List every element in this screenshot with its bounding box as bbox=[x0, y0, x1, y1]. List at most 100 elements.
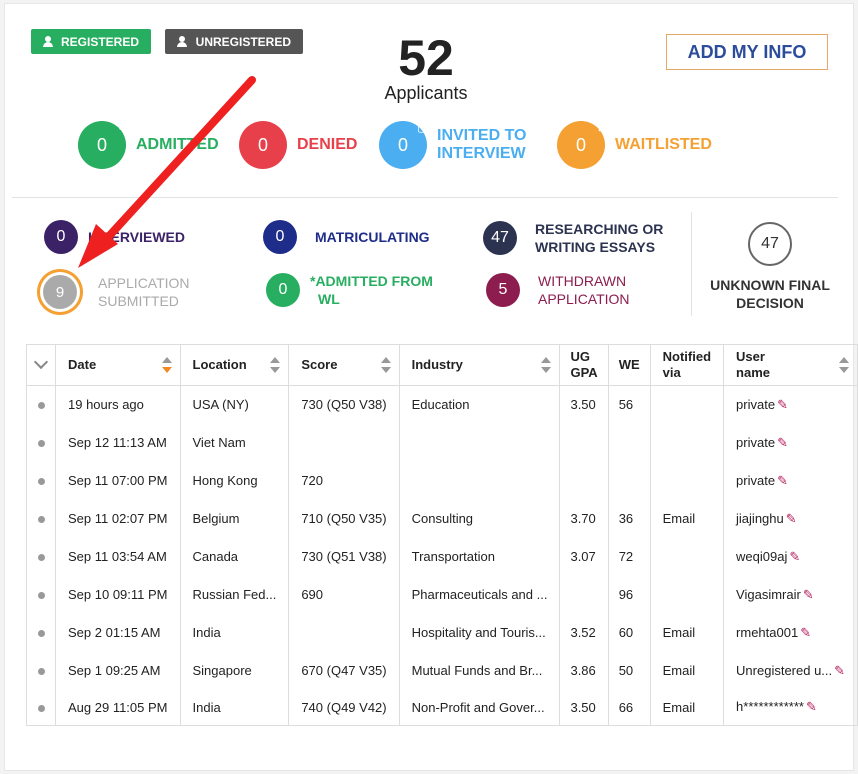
cell-text: Sep 11 03:54 AM bbox=[68, 549, 167, 564]
cell-text: USA (NY) bbox=[192, 397, 249, 413]
header-location[interactable]: Location bbox=[179, 344, 290, 386]
cell-industry: Pharmaceuticals and ... bbox=[398, 575, 561, 614]
table-row[interactable]: Sep 11 03:54 AM Canada 730 (Q51 V38) Transp… bbox=[26, 537, 858, 576]
cell-text: 96 bbox=[618, 587, 634, 602]
cell-text: Hong Kong bbox=[192, 473, 258, 488]
pencil-icon[interactable]: ✎ bbox=[777, 472, 788, 488]
cell-we: 56 bbox=[607, 385, 651, 424]
withdrawn-count: 5 bbox=[486, 273, 520, 307]
cell-text: 3.52 bbox=[570, 625, 596, 640]
cell-text: Hospitality and Touris... bbox=[411, 625, 546, 640]
cell-location: India bbox=[179, 613, 290, 652]
cell-score: 710 (Q50 V35) bbox=[288, 499, 400, 538]
table-row[interactable]: Sep 1 09:25 AM Singapore 670 (Q47 V35) Mutu… bbox=[26, 651, 858, 690]
table-row[interactable]: Sep 11 07:00 PM Hong Kong 720 private ✎ bbox=[26, 461, 858, 500]
status-matriculating[interactable]: 0 MATRICULATING bbox=[263, 220, 430, 254]
table-row[interactable]: Sep 10 09:11 PM Russian Fed... 690 Pharmace… bbox=[26, 575, 858, 614]
pencil-icon[interactable]: ✎ bbox=[789, 548, 801, 564]
vertical-divider bbox=[691, 212, 692, 316]
cell-notified: Email bbox=[649, 613, 725, 652]
sort-icon bbox=[270, 357, 281, 373]
cell-notified bbox=[649, 461, 725, 500]
status-researching[interactable]: 47 RESEARCHING OR WRITING ESSAYS bbox=[483, 220, 663, 256]
table-header-row: Date Location Score Industry UG GPA WE No… bbox=[26, 344, 858, 386]
status-waitlisted[interactable]: 0 ⧗ WAITLISTED bbox=[557, 119, 712, 169]
cell-user[interactable]: weqi09aj ✎ bbox=[723, 537, 858, 576]
pencil-icon[interactable]: ✎ bbox=[785, 510, 797, 526]
status-admitted-wl[interactable]: 0 *ADMITTED FROM WL bbox=[266, 272, 433, 308]
cell-notified bbox=[649, 423, 725, 462]
row-marker bbox=[26, 423, 56, 462]
add-my-info-button[interactable]: ADD MY INFO bbox=[666, 34, 828, 70]
cell-we: 36 bbox=[607, 499, 651, 538]
pencil-icon[interactable]: ✎ bbox=[800, 624, 812, 640]
cell-text: Education bbox=[411, 397, 470, 413]
table-row[interactable]: Sep 2 01:15 AM India Hospitality and Touri… bbox=[26, 613, 858, 652]
cell-user[interactable]: h************ ✎ bbox=[723, 689, 858, 726]
cell-notified bbox=[649, 385, 725, 424]
cell-text: private bbox=[736, 434, 776, 450]
table-row[interactable]: Aug 29 11:05 PM India 740 (Q49 V42) Non-Pro… bbox=[26, 689, 858, 726]
cell-notified: Email bbox=[649, 689, 725, 726]
cell-gpa bbox=[559, 575, 609, 614]
cell-gpa: 3.07 bbox=[559, 537, 609, 576]
sort-icon bbox=[541, 357, 552, 373]
status-invited[interactable]: 0 ▢ INVITED TO INTERVIEW bbox=[379, 119, 527, 169]
header-notified[interactable]: Notified via bbox=[649, 344, 725, 386]
status-admitted[interactable]: 0 ✓ ADMITTED bbox=[78, 119, 219, 169]
cell-text: 60 bbox=[618, 625, 634, 640]
cell-user[interactable]: rmehta001 ✎ bbox=[723, 613, 858, 652]
pencil-icon[interactable]: ✎ bbox=[802, 586, 814, 602]
cell-we: 72 bbox=[607, 537, 651, 576]
table-row[interactable]: Sep 12 11:13 AM Viet Nam private ✎ bbox=[26, 423, 858, 462]
cell-text: Pharmaceuticals and ... bbox=[411, 587, 548, 602]
table-row[interactable]: Sep 11 02:07 PM Belgium 710 (Q50 V35) Consu… bbox=[26, 499, 858, 538]
cell-text: Non-Profit and Gover... bbox=[411, 699, 545, 715]
cell-text: Singapore bbox=[192, 663, 252, 678]
header-we[interactable]: WE bbox=[607, 344, 651, 386]
cell-user[interactable]: Vigasimrair ✎ bbox=[723, 575, 858, 614]
header-date[interactable]: Date bbox=[55, 344, 181, 386]
cell-notified: Email bbox=[649, 651, 725, 690]
pencil-icon[interactable]: ✎ bbox=[805, 699, 817, 715]
cell-user[interactable]: jiajinghu ✎ bbox=[723, 499, 858, 538]
cell-user[interactable]: private ✎ bbox=[723, 385, 858, 424]
header-username[interactable]: User name bbox=[723, 344, 858, 386]
cell-text: private bbox=[736, 472, 776, 488]
pencil-icon[interactable]: ✎ bbox=[834, 662, 846, 678]
applicants-table: Date Location Score Industry UG GPA WE No… bbox=[26, 344, 858, 726]
cell-text: Viet Nam bbox=[192, 435, 246, 450]
interviewed-label: INTERVIEWED bbox=[88, 229, 185, 245]
pencil-icon[interactable]: ✎ bbox=[777, 434, 788, 450]
header-gpa[interactable]: UG GPA bbox=[559, 344, 609, 386]
cell-text: rmehta001 bbox=[736, 624, 799, 640]
table-body: 19 hours ago USA (NY) 730 (Q50 V38) Educati… bbox=[26, 385, 858, 726]
status-denied[interactable]: 0 × DENIED bbox=[239, 119, 357, 169]
table-row[interactable]: 19 hours ago USA (NY) 730 (Q50 V38) Educati… bbox=[26, 385, 858, 424]
registered-legend: REGISTERED bbox=[31, 29, 151, 54]
status-withdrawn[interactable]: 5 WITHDRAWN APPLICATION bbox=[486, 272, 630, 308]
expand-all-toggle[interactable] bbox=[26, 344, 56, 386]
cell-industry bbox=[398, 423, 561, 462]
cell-industry: Hospitality and Touris... bbox=[398, 613, 561, 652]
cell-user[interactable]: private ✎ bbox=[723, 423, 858, 462]
cell-score: 730 (Q50 V38) bbox=[288, 385, 400, 424]
cell-text: Unregistered u... bbox=[736, 662, 833, 678]
status-interviewed[interactable]: 0 INTERVIEWED bbox=[44, 220, 185, 254]
cell-text: Email bbox=[662, 663, 696, 678]
header-score[interactable]: Score bbox=[288, 344, 400, 386]
status-submitted[interactable]: 9 APPLICATION SUBMITTED bbox=[40, 272, 190, 312]
waitlisted-label: WAITLISTED bbox=[615, 136, 712, 153]
cell-score: 690 bbox=[288, 575, 400, 614]
pencil-icon[interactable]: ✎ bbox=[777, 396, 788, 412]
cell-location: Belgium bbox=[179, 499, 290, 538]
header-industry[interactable]: Industry bbox=[398, 344, 561, 386]
cell-user[interactable]: private ✎ bbox=[723, 461, 858, 500]
status-unknown[interactable]: 47 UNKNOWN FINAL DECISION bbox=[700, 222, 840, 312]
applicant-label: Applicants bbox=[384, 83, 468, 103]
user-icon bbox=[43, 36, 53, 47]
cell-user[interactable]: Unregistered u... ✎ bbox=[723, 651, 858, 690]
cell-text: Consulting bbox=[411, 511, 474, 526]
cell-we: 50 bbox=[607, 651, 651, 690]
cell-text: India bbox=[192, 625, 221, 640]
